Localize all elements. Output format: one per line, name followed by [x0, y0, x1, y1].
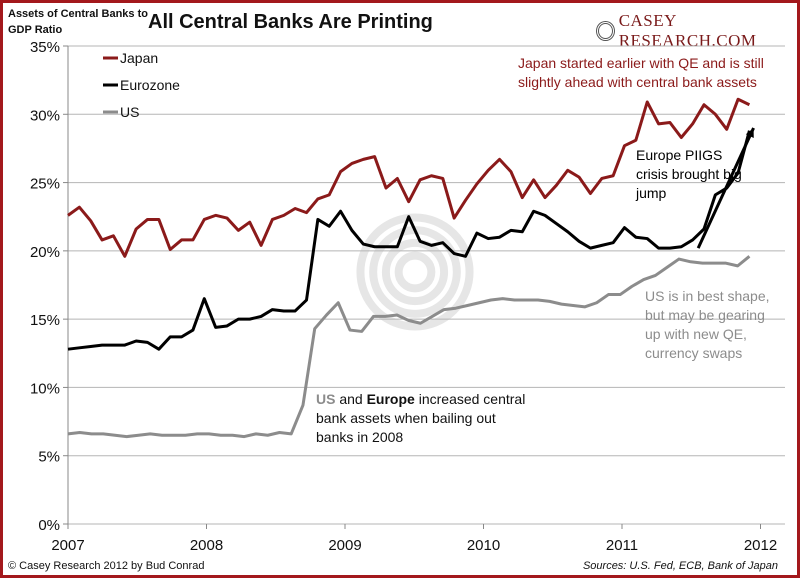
legend-label-eurozone: Eurozone	[120, 77, 180, 93]
arrow-head-icon	[745, 127, 754, 138]
y-tick-label: 35%	[30, 39, 60, 56]
annotation-and: and	[335, 391, 367, 407]
x-tick-label: 2012	[744, 537, 777, 554]
y-tick-label: 15%	[30, 312, 60, 329]
x-tick-label: 2009	[328, 537, 361, 554]
annotation-us: US is in best shape, but may be gearing …	[645, 288, 770, 361]
trend-arrow	[696, 127, 755, 249]
annotation-rest: increased central bank assets when baili…	[316, 391, 526, 445]
y-tick-label: 10%	[30, 380, 60, 397]
series-line-eurozone	[67, 130, 751, 351]
brand-logo: CASEY RESEARCH.COM	[596, 11, 800, 51]
watermark-ring	[381, 238, 449, 306]
chart-title: All Central Banks Are Printing	[148, 11, 433, 33]
copyright: © Casey Research 2012 by Bud Conrad	[8, 560, 205, 572]
y-tick-label: 20%	[30, 244, 60, 261]
y-axis-title: Assets of Central Banks to GDP Ratio	[8, 8, 148, 36]
x-tick-label: 2008	[190, 537, 223, 554]
y-tick-label: 25%	[30, 176, 60, 193]
y-tick-label: 5%	[38, 449, 60, 466]
x-tick-label: 2007	[51, 537, 84, 554]
annotation-2008: US and Europe increased central bank ass…	[316, 390, 526, 447]
series-line-us	[67, 255, 751, 439]
y-tick-label: 0%	[38, 517, 60, 534]
spiral-logo-icon	[596, 21, 615, 41]
watermark-ring	[394, 251, 436, 293]
annotation-japan: Japan started earlier with QE and is sti…	[518, 55, 764, 90]
x-tick-label: 2011	[606, 537, 638, 554]
sources: Sources: U.S. Fed, ECB, Bank of Japan	[582, 560, 778, 572]
legend-label-japan: Japan	[120, 50, 158, 66]
annotation-europe-word: Europe	[366, 391, 415, 407]
annotation-us-word: US	[316, 391, 336, 407]
y-tick-label: 30%	[30, 107, 60, 124]
watermark-ring	[356, 213, 474, 331]
series-line-japan	[67, 97, 751, 258]
annotation-europe: Europe PIIGS crisis brought big jump	[636, 147, 742, 201]
x-tick-label: 2010	[467, 537, 500, 554]
brand-text: CASEY RESEARCH.COM	[618, 11, 757, 50]
legend-label-us: US	[120, 104, 139, 120]
